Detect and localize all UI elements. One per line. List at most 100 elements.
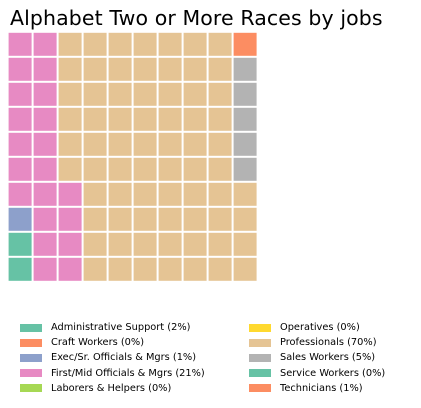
legend-item: Service Workers (0%) bbox=[249, 366, 419, 381]
legend-swatch bbox=[249, 369, 271, 378]
legend-swatch bbox=[20, 369, 42, 378]
waffle-cell bbox=[8, 157, 32, 181]
waffle-cell bbox=[83, 107, 107, 131]
legend-item: First/Mid Officials & Mgrs (21%) bbox=[20, 366, 249, 381]
waffle-cell bbox=[108, 157, 132, 181]
waffle-cell bbox=[233, 107, 257, 131]
waffle-cell bbox=[8, 257, 32, 281]
legend-swatch bbox=[20, 353, 42, 362]
waffle-cell bbox=[208, 82, 232, 106]
waffle-cell bbox=[183, 132, 207, 156]
legend-label: Professionals (70%) bbox=[280, 337, 377, 349]
waffle-cell bbox=[8, 82, 32, 106]
waffle-cell bbox=[133, 57, 157, 81]
chart-legend: Administrative Support (2%) Craft Workers… bbox=[20, 320, 420, 396]
legend-label: Craft Workers (0%) bbox=[51, 337, 145, 349]
legend-swatch bbox=[249, 323, 271, 332]
waffle-cell bbox=[108, 257, 132, 281]
waffle-cell bbox=[158, 57, 182, 81]
waffle-cell bbox=[158, 132, 182, 156]
waffle-cell bbox=[8, 182, 32, 206]
legend-label: Service Workers (0%) bbox=[280, 367, 386, 379]
waffle-cell bbox=[208, 207, 232, 231]
waffle-cell bbox=[158, 232, 182, 256]
waffle-cell bbox=[83, 57, 107, 81]
legend-label: Laborers & Helpers (0%) bbox=[51, 382, 172, 394]
waffle-cell bbox=[58, 157, 82, 181]
waffle-cell bbox=[108, 132, 132, 156]
legend-label: Administrative Support (2%) bbox=[51, 322, 191, 334]
waffle-cell bbox=[233, 257, 257, 281]
waffle-cell bbox=[58, 57, 82, 81]
legend-item: Sales Workers (5%) bbox=[249, 350, 419, 365]
waffle-cell bbox=[208, 132, 232, 156]
waffle-cell bbox=[83, 132, 107, 156]
waffle-cell bbox=[108, 232, 132, 256]
legend-swatch bbox=[249, 384, 271, 393]
waffle-cell bbox=[183, 82, 207, 106]
waffle-cell bbox=[233, 232, 257, 256]
waffle-cell bbox=[33, 82, 57, 106]
waffle-chart bbox=[8, 32, 257, 281]
waffle-cell bbox=[158, 32, 182, 56]
waffle-cell bbox=[8, 232, 32, 256]
waffle-cell bbox=[208, 32, 232, 56]
waffle-cell bbox=[108, 57, 132, 81]
waffle-cell bbox=[183, 232, 207, 256]
waffle-cell bbox=[133, 257, 157, 281]
waffle-cell bbox=[83, 82, 107, 106]
legend-label: Operatives (0%) bbox=[280, 322, 360, 334]
legend-swatch bbox=[20, 384, 42, 393]
waffle-cell bbox=[108, 107, 132, 131]
waffle-cell bbox=[133, 107, 157, 131]
waffle-cell bbox=[158, 182, 182, 206]
waffle-cell bbox=[208, 257, 232, 281]
waffle-cell bbox=[158, 82, 182, 106]
waffle-cell bbox=[83, 257, 107, 281]
waffle-cell bbox=[208, 232, 232, 256]
waffle-cell bbox=[33, 257, 57, 281]
waffle-cell bbox=[183, 32, 207, 56]
waffle-cell bbox=[33, 182, 57, 206]
waffle-cell bbox=[183, 257, 207, 281]
waffle-cell bbox=[33, 232, 57, 256]
waffle-cell bbox=[233, 57, 257, 81]
waffle-cell bbox=[58, 232, 82, 256]
waffle-cell bbox=[33, 32, 57, 56]
waffle-cell bbox=[158, 257, 182, 281]
waffle-cell bbox=[108, 207, 132, 231]
waffle-cell bbox=[108, 32, 132, 56]
waffle-cell bbox=[58, 207, 82, 231]
waffle-cell bbox=[158, 107, 182, 131]
waffle-cell bbox=[83, 182, 107, 206]
chart-title: Alphabet Two or More Races by jobs bbox=[10, 6, 383, 30]
legend-label: Exec/Sr. Officials & Mgrs (1%) bbox=[51, 352, 197, 364]
waffle-cell bbox=[8, 207, 32, 231]
legend-swatch bbox=[20, 338, 42, 347]
legend-item: Laborers & Helpers (0%) bbox=[20, 381, 249, 396]
waffle-cell bbox=[183, 157, 207, 181]
waffle-cell bbox=[233, 32, 257, 56]
waffle-cell bbox=[108, 82, 132, 106]
legend-label: Sales Workers (5%) bbox=[280, 352, 376, 364]
waffle-cell bbox=[158, 207, 182, 231]
legend-item: Technicians (1%) bbox=[249, 381, 419, 396]
waffle-cell bbox=[133, 232, 157, 256]
waffle-cell bbox=[133, 182, 157, 206]
waffle-cell bbox=[58, 107, 82, 131]
waffle-cell bbox=[233, 182, 257, 206]
waffle-cell bbox=[158, 157, 182, 181]
legend-swatch bbox=[249, 353, 271, 362]
waffle-cell bbox=[208, 57, 232, 81]
legend-item: Professionals (70%) bbox=[249, 335, 419, 350]
waffle-cell bbox=[33, 207, 57, 231]
waffle-cell bbox=[183, 57, 207, 81]
waffle-cell bbox=[58, 257, 82, 281]
waffle-cell bbox=[83, 232, 107, 256]
legend-item: Exec/Sr. Officials & Mgrs (1%) bbox=[20, 350, 249, 365]
waffle-cell bbox=[233, 132, 257, 156]
waffle-cell bbox=[233, 157, 257, 181]
waffle-cell bbox=[133, 132, 157, 156]
waffle-cell bbox=[208, 157, 232, 181]
waffle-cell bbox=[83, 32, 107, 56]
